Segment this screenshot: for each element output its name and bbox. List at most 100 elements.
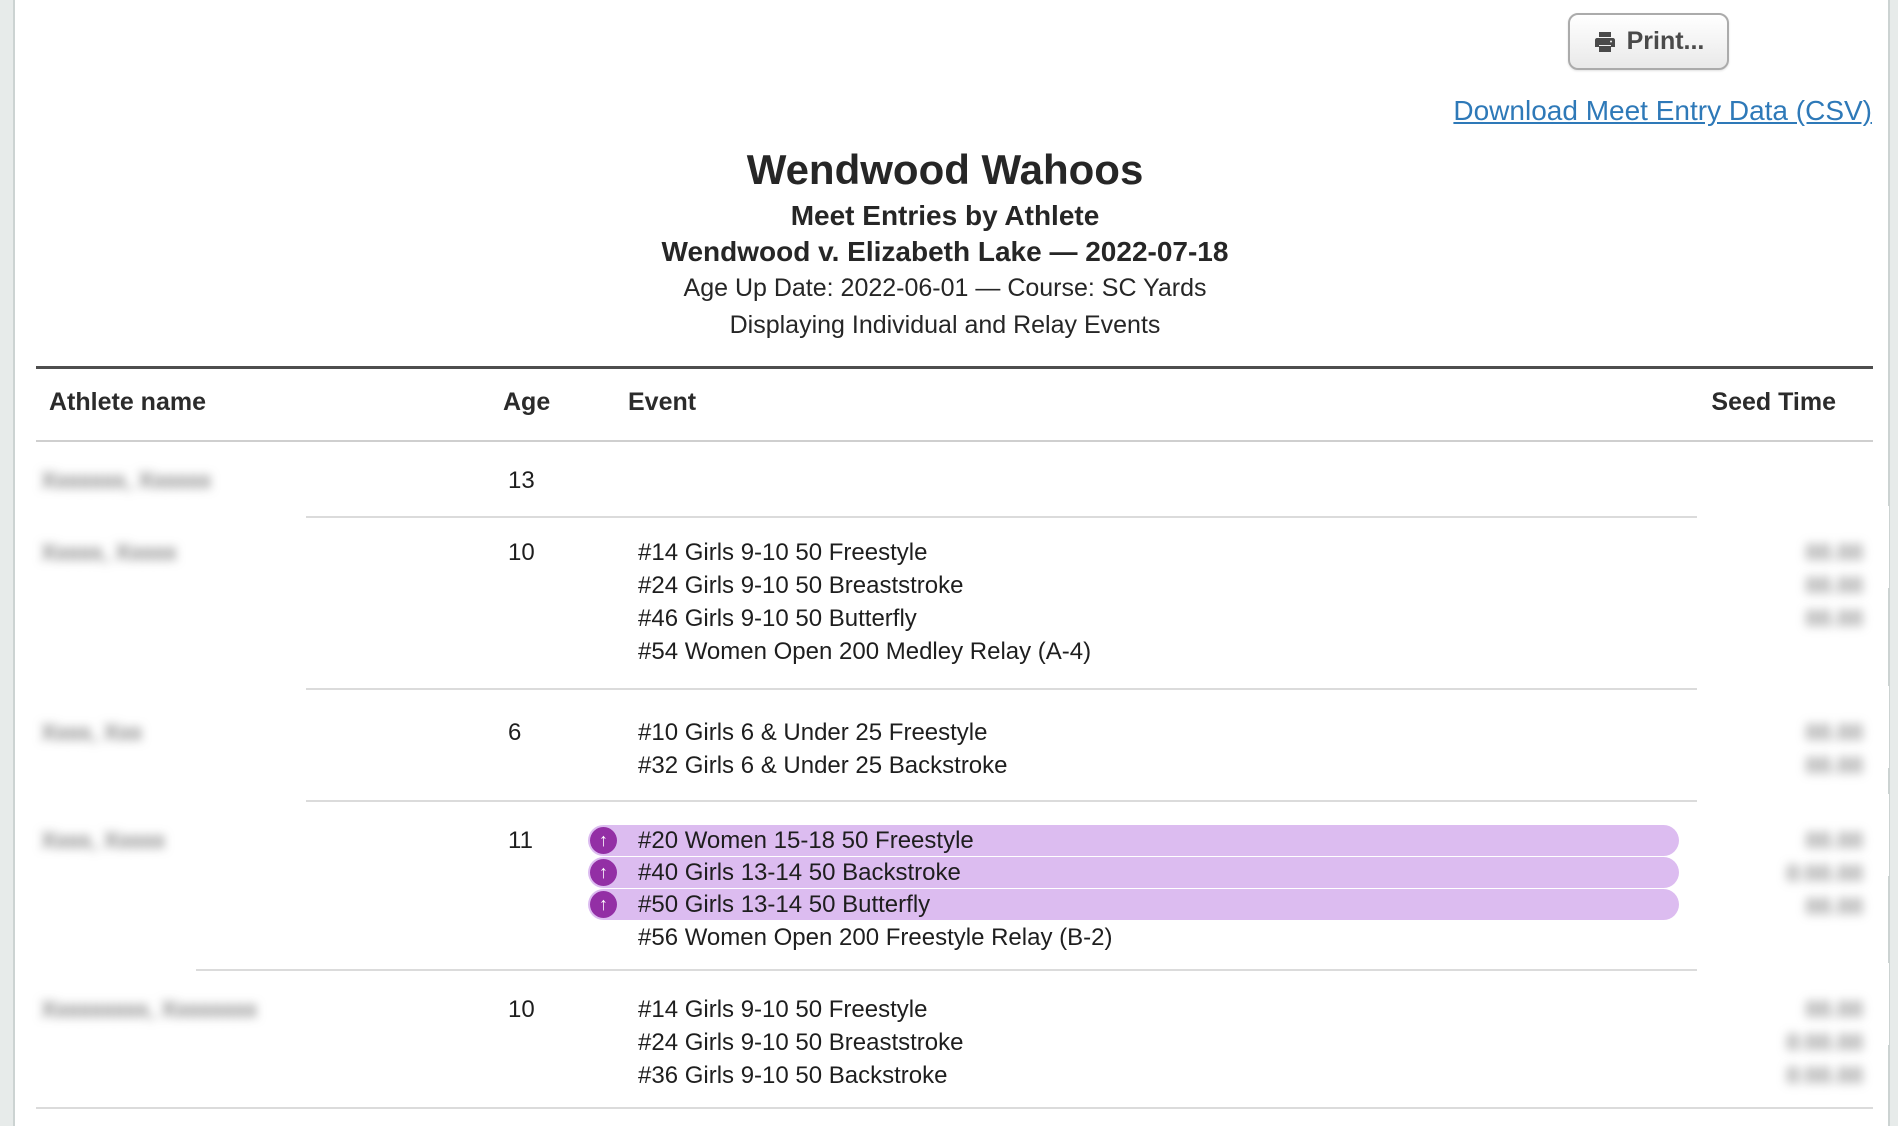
athlete-name-cell: Xxxxx, Xxxxx <box>36 506 503 668</box>
age-value: 11 <box>508 827 533 854</box>
table-header-row: Athlete name Age Event Seed Time <box>36 366 1873 442</box>
athlete-name-redacted: Xxxxx, Xxxxx <box>41 539 177 565</box>
event-entry-highlighted: ↑ #20 Women 15-18 50 Freestyle <box>588 825 1679 856</box>
redaction-shield <box>36 794 306 874</box>
age-value: 6 <box>508 719 522 746</box>
move-up-arrow-icon: ↑ <box>590 859 617 886</box>
event-label: #36 Girls 9-10 50 Backstroke <box>638 1062 948 1089</box>
athlete-name-redacted: Xxxxxxx, Xxxxxx <box>41 467 211 493</box>
event-label: #20 Women 15-18 50 Freestyle <box>638 827 974 854</box>
event-entry: #46 Girls 9-10 50 Butterfly <box>588 602 1703 635</box>
redaction-shield <box>1697 963 1889 1045</box>
event-label: #50 Girls 13-14 50 Butterfly <box>638 891 931 918</box>
event-entry: #10 Girls 6 & Under 25 Freestyle <box>588 716 1703 749</box>
seed-time-redacted: 88.88 <box>1805 572 1863 598</box>
move-up-arrow-icon: ↑ <box>590 827 617 854</box>
table-row: Xxxx, Xxx 6 #10 Girls 6 & Under 25 Freesty… <box>36 686 1889 802</box>
meet-title: Wendwood v. Elizabeth Lake — 2022-07-18 <box>661 236 1229 267</box>
column-header-age: Age <box>503 388 551 416</box>
event-label: #24 Girls 9-10 50 Breaststroke <box>638 1029 964 1056</box>
event-entry: #24 Girls 9-10 50 Breaststroke <box>588 569 1703 602</box>
redaction-shield <box>36 506 306 586</box>
event-entry: #24 Girls 9-10 50 Breaststroke <box>588 1026 1703 1059</box>
event-entry: #36 Girls 9-10 50 Backstroke <box>588 1059 1703 1092</box>
redaction-shield <box>36 963 196 1043</box>
event-entry: #14 Girls 9-10 50 Freestyle <box>588 536 1703 569</box>
seed-time-cell: 88.88 8:88.88 88.88 <box>1697 794 1889 954</box>
seed-time-cell: 88.88 88.88 88.88 <box>1697 506 1889 668</box>
age-cell: 13 <box>503 464 628 497</box>
table-row: Xxxxxxxxx, Xxxxxxxx 10 #14 Girls 9-10 50 F… <box>36 963 1889 1109</box>
column-header-event: Event <box>628 388 697 416</box>
event-label: #46 Girls 9-10 50 Butterfly <box>638 605 917 632</box>
seed-time-redacted: 8:88.88 <box>1786 1062 1863 1088</box>
seed-time-redacted: 8:88.88 <box>1786 1029 1863 1055</box>
table-row: Xxxxxxx, Xxxxxx 13 <box>36 442 1873 518</box>
redaction-shield <box>1697 794 1889 876</box>
athlete-name-cell: Xxxx, Xxx <box>36 686 503 782</box>
event-entry-highlighted: ↑ #40 Girls 13-14 50 Backstroke <box>588 857 1679 888</box>
athlete-name-cell: Xxxx, Xxxxx <box>36 794 503 954</box>
event-label: #32 Girls 6 & Under 25 Backstroke <box>638 752 1008 779</box>
events-cell: #14 Girls 9-10 50 Freestyle #24 Girls 9-1… <box>628 993 1703 1092</box>
athlete-name-redacted: Xxxx, Xxxxx <box>41 827 165 853</box>
age-value: 10 <box>508 996 535 1023</box>
athlete-name-cell: Xxxxxxx, Xxxxxx <box>36 464 503 497</box>
event-label: #40 Girls 13-14 50 Backstroke <box>638 859 961 886</box>
event-entry: #56 Women Open 200 Freestyle Relay (B-2) <box>588 921 1703 954</box>
event-entry-highlighted: ↑ #50 Girls 13-14 50 Butterfly <box>588 889 1679 920</box>
event-label: #54 Women Open 200 Medley Relay (A-4) <box>638 638 1092 665</box>
seed-time-redacted: 88.88 <box>1805 893 1863 919</box>
column-header-seed-time: Seed Time <box>1711 388 1836 416</box>
seed-time-redacted: 88.88 <box>1805 719 1863 745</box>
display-mode-info: Displaying Individual and Relay Events <box>729 311 1161 339</box>
event-label: #14 Girls 9-10 50 Freestyle <box>638 539 928 566</box>
report-heading: Wendwood Wahoos Meet Entries by Athlete … <box>16 142 1874 344</box>
download-csv-link[interactable]: Download Meet Entry Data (CSV) <box>1453 95 1872 126</box>
athlete-name-redacted: Xxxx, Xxx <box>41 719 142 745</box>
table-row: Xxxx, Xxxxx 11 ↑ #20 Women 15-18 50 Freesty… <box>36 794 1889 971</box>
redaction-shield <box>1697 686 1889 768</box>
move-up-arrow-icon: ↑ <box>590 891 617 918</box>
left-page-gutter <box>0 0 15 1126</box>
age-cell: 6 <box>503 716 628 782</box>
age-value: 10 <box>508 539 535 566</box>
print-button-label: Print... <box>1626 27 1705 55</box>
team-name-title: Wendwood Wahoos <box>746 146 1144 193</box>
print-button[interactable]: Print... <box>1568 13 1729 70</box>
event-entry: #14 Girls 9-10 50 Freestyle <box>588 993 1703 1026</box>
table-body: Xxxxxxx, Xxxxxx 13 Xxxxx, Xxxxx 10 #14 Girls… <box>36 442 1889 1109</box>
seed-time-redacted: 88.88 <box>1805 605 1863 631</box>
entries-table: Athlete name Age Event Seed Time Xxxxxxx… <box>36 366 1889 1109</box>
seed-time-redacted: 8:88.88 <box>1786 860 1863 886</box>
column-header-athlete: Athlete name <box>49 388 206 416</box>
event-label: #24 Girls 9-10 50 Breaststroke <box>638 572 964 599</box>
events-cell <box>628 464 1703 497</box>
age-cell: 10 <box>503 536 628 668</box>
seed-time-cell <box>1703 464 1873 497</box>
table-row: Xxxxx, Xxxxx 10 #14 Girls 9-10 50 Freestyl… <box>36 506 1889 690</box>
report-title: Meet Entries by Athlete <box>790 200 1100 231</box>
seed-time-redacted: 88.88 <box>1805 752 1863 778</box>
events-cell: #14 Girls 9-10 50 Freestyle #24 Girls 9-1… <box>628 536 1703 668</box>
seed-time-redacted: 88.88 <box>1805 996 1863 1022</box>
event-label: #10 Girls 6 & Under 25 Freestyle <box>638 719 988 746</box>
seed-time-cell: 88.88 8:88.88 8:88.88 <box>1697 963 1889 1092</box>
event-label: #14 Girls 9-10 50 Freestyle <box>638 996 928 1023</box>
age-cell: 10 <box>503 993 628 1092</box>
event-label: #56 Women Open 200 Freestyle Relay (B-2) <box>638 924 1113 951</box>
vertical-scrollbar[interactable] <box>1888 0 1898 1126</box>
seed-time-redacted: 88.88 <box>1805 539 1863 565</box>
seed-time-cell: 88.88 88.88 <box>1697 686 1889 782</box>
event-entry: #54 Women Open 200 Medley Relay (A-4) <box>588 635 1703 668</box>
age-up-course-info: Age Up Date: 2022-06-01 — Course: SC Yar… <box>683 274 1207 302</box>
redaction-shield <box>1697 506 1889 588</box>
seed-time-redacted: 88.88 <box>1805 827 1863 853</box>
age-cell: 11 <box>503 824 628 954</box>
event-entry: #32 Girls 6 & Under 25 Backstroke <box>588 749 1703 782</box>
events-cell: ↑ #20 Women 15-18 50 Freestyle ↑ #40 Girls … <box>588 824 1703 954</box>
age-value: 13 <box>508 467 535 494</box>
athlete-name-redacted: Xxxxxxxxx, Xxxxxxxx <box>41 996 257 1022</box>
athlete-name-cell: Xxxxxxxxx, Xxxxxxxx <box>36 963 503 1092</box>
